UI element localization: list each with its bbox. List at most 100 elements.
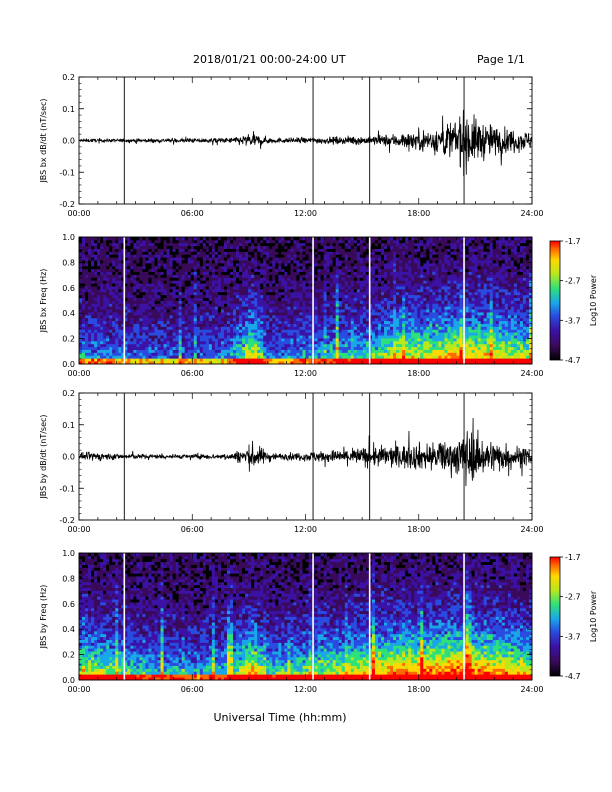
- spectrogram-cell: [257, 288, 261, 293]
- spectrogram-cell: [260, 320, 264, 324]
- spectrogram-cell: [269, 248, 273, 252]
- spectrogram-cell: [118, 320, 122, 324]
- spectrogram-cell: [320, 265, 325, 270]
- spectrogram-cell: [341, 283, 346, 287]
- spectrogram-cell: [190, 309, 195, 313]
- spectrogram-cell: [314, 257, 318, 261]
- spectrogram-cell: [338, 335, 343, 339]
- spectrogram-cell: [115, 343, 119, 348]
- spectrogram-cell: [308, 283, 312, 287]
- spectrogram-cell: [94, 326, 98, 330]
- spectrogram-cell: [163, 323, 167, 327]
- spectrogram-cell: [272, 323, 276, 327]
- spectrogram-cell: [88, 312, 92, 316]
- spectrogram-cell: [139, 291, 143, 296]
- spectrogram-cell: [157, 320, 161, 324]
- spectrogram-cell: [199, 294, 204, 299]
- spectrogram-cell: [263, 349, 267, 353]
- spectrogram-cell: [202, 338, 207, 342]
- spectrogram-cell: [233, 323, 237, 327]
- spectrogram-cell: [266, 294, 270, 299]
- spectrogram-cell: [374, 323, 379, 327]
- spectrogram-cell: [299, 335, 303, 339]
- spectrogram-cell: [136, 288, 140, 293]
- spectrogram-cell: [251, 300, 255, 304]
- spectrogram-cell: [82, 257, 86, 261]
- spectrogram-cell: [154, 257, 158, 261]
- spectrogram-cell: [402, 294, 406, 299]
- spectrogram-cell: [214, 283, 219, 287]
- spectrogram-cell: [130, 312, 134, 316]
- spectrogram-cell: [326, 254, 331, 258]
- spectrogram-cell: [411, 268, 415, 273]
- spectrogram-cell: [236, 309, 240, 313]
- spectrogram-cell: [236, 303, 240, 307]
- spectrogram-cell: [169, 320, 174, 324]
- spectrogram-cell: [411, 361, 415, 365]
- spectrogram-cell: [377, 349, 382, 353]
- spectrogram-cell: [365, 260, 370, 264]
- spectrogram-cell: [124, 314, 128, 319]
- spectrogram-cell: [151, 335, 155, 339]
- spectrogram-cell: [112, 286, 116, 290]
- spectrogram-cell: [287, 349, 291, 353]
- spectrogram-cell: [133, 265, 137, 270]
- spectrogram-cell: [148, 361, 152, 365]
- spectrogram-cell: [341, 349, 346, 353]
- spectrogram-cell: [85, 306, 89, 310]
- spectrogram-cell: [248, 294, 252, 299]
- spectrogram-cell: [323, 291, 328, 296]
- spectrogram-cell: [387, 355, 391, 359]
- spectrogram-cell: [142, 340, 146, 345]
- spectrogram-cell: [305, 312, 309, 316]
- spectrogram-cell: [278, 268, 282, 273]
- spectrogram-cell: [266, 332, 270, 336]
- spectrogram-cell: [260, 326, 264, 330]
- spectrogram-cell: [257, 340, 261, 345]
- spectrogram-cell: [329, 251, 334, 255]
- spectrogram-cell: [91, 352, 95, 356]
- spectrogram-cell: [317, 300, 321, 304]
- spectrogram-cell: [272, 329, 276, 333]
- spectrogram-cell: [157, 254, 161, 258]
- spectrogram-cell: [314, 286, 318, 290]
- spectrogram-cell: [103, 346, 107, 350]
- spectrogram-cell: [181, 286, 186, 290]
- spectrogram-cell: [408, 237, 412, 241]
- spectrogram-cell: [94, 340, 98, 345]
- spectrogram-cell: [341, 320, 346, 324]
- spectrogram-cell: [136, 320, 140, 324]
- spectrogram-cell: [148, 326, 152, 330]
- spectrogram-cell: [100, 309, 104, 313]
- spectrogram-cell: [130, 286, 134, 290]
- spectrogram-cell: [196, 329, 201, 333]
- spectrogram-cell: [248, 265, 252, 270]
- spectrogram-cell: [142, 237, 146, 241]
- spectrogram-cell: [396, 291, 400, 296]
- spectrogram-cell: [94, 309, 98, 313]
- spectrogram-cell: [223, 251, 228, 255]
- spectrogram-cell: [223, 294, 228, 299]
- spectrogram-cell: [145, 265, 149, 270]
- spectrogram-cell: [220, 355, 225, 359]
- spectrogram-cell: [381, 303, 385, 307]
- spectrogram-cell: [217, 309, 222, 313]
- spectrogram-cell: [187, 312, 192, 316]
- spectrogram-cell: [160, 277, 164, 281]
- spectrogram-cell: [166, 332, 170, 336]
- spectrogram-cell: [365, 245, 370, 249]
- spectrogram-cell: [317, 335, 321, 339]
- spectrogram-cell: [230, 320, 234, 324]
- spectrogram-cell: [124, 349, 128, 353]
- spectrogram-cell: [97, 340, 101, 345]
- spectrogram-cell: [205, 352, 210, 356]
- spectrogram-cell: [269, 358, 273, 362]
- spectrogram-cell: [405, 260, 409, 264]
- spectrogram-cell: [305, 280, 309, 284]
- spectrogram-cell: [175, 280, 180, 284]
- spectrogram-cell: [347, 332, 352, 336]
- spectrogram-cell: [239, 312, 243, 316]
- spectrogram-cell: [223, 260, 228, 264]
- spectrogram-cell: [220, 346, 225, 350]
- spectrogram-cell: [230, 237, 234, 241]
